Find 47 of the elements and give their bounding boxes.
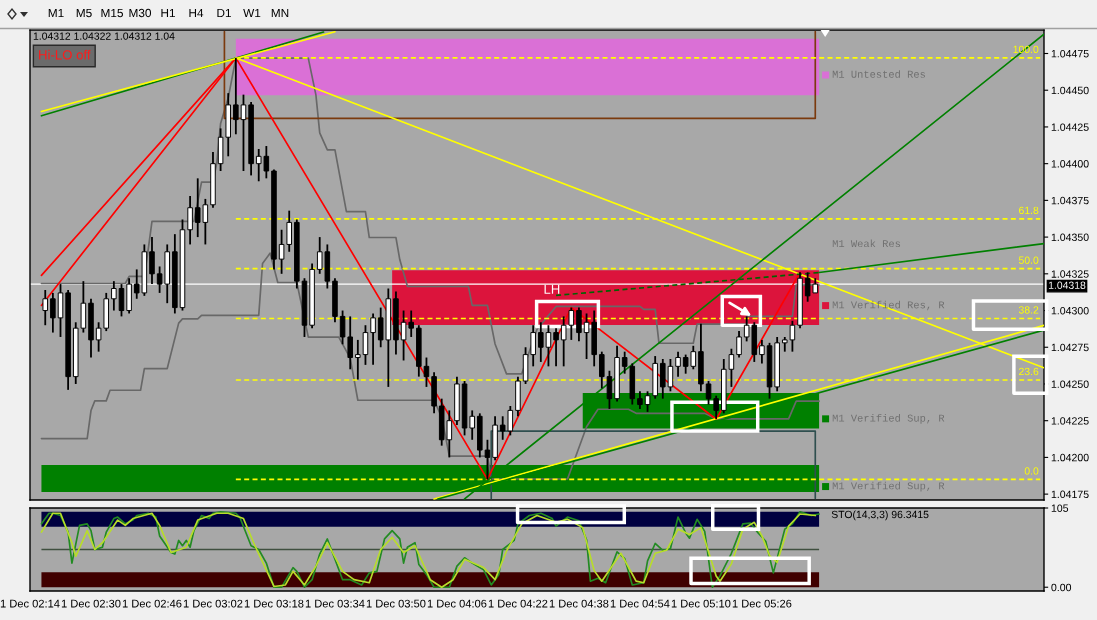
x-tick-label: 1 Dec 04:54: [610, 599, 670, 608]
text: W1: [243, 8, 261, 18]
text: M30: [129, 8, 152, 18]
series-label: 23.6: [1019, 367, 1039, 376]
annotation: Hi-LO off: [39, 49, 91, 60]
annotation: STO(14,3,3) 96.3415: [831, 510, 929, 521]
x-tick-label: 1 Dec 05:10: [671, 599, 731, 608]
y-tick-label: 1.04475: [1051, 49, 1089, 58]
y-tick-label: 1.04450: [1051, 86, 1089, 95]
y-tick-label: 0.00: [1051, 583, 1072, 592]
text: D1: [217, 8, 231, 18]
x-tick-label: 1 Dec 04:38: [549, 599, 609, 608]
ref-line-label: 1.04318: [1048, 281, 1086, 289]
x-tick-label: 1 Dec 03:34: [305, 599, 365, 608]
y-tick-label: 1.04200: [1051, 453, 1089, 462]
x-tick-label: 1 Dec 02:30: [61, 599, 121, 608]
y-tick-label: 1.04300: [1051, 306, 1089, 315]
x-tick-label: 1 Dec 04:22: [488, 599, 548, 608]
y-tick-label: 105: [1051, 504, 1069, 512]
y-tick-label: 1.04425: [1051, 123, 1089, 131]
y-tick-label: 1.04400: [1051, 160, 1089, 168]
series-label: 50.0: [1018, 256, 1039, 264]
x-tick-label: 1 Dec 02:46: [122, 599, 182, 608]
text: MN: [271, 8, 289, 18]
x-tick-label: 1 Dec 05:26: [732, 599, 792, 608]
text: M1: [48, 8, 64, 18]
y-tick-label: 1.04175: [1051, 490, 1089, 499]
x-tick-label: 1 Dec 03:18: [244, 599, 304, 608]
y-tick-label: 1.04350: [1051, 233, 1089, 242]
series-label: 61.8: [1019, 206, 1039, 215]
series-label: 38.2: [1018, 306, 1039, 314]
annotation: 1.04312 1.04322 1.04312 1.04: [33, 32, 175, 40]
annotation: LH: [544, 284, 560, 294]
y-tick-label: 1.04325: [1051, 270, 1089, 278]
y-tick-label: 1.04375: [1051, 196, 1089, 205]
text: M5: [76, 8, 92, 18]
y-tick-label: 1.04225: [1051, 417, 1089, 425]
x-tick-label: 1 Dec 03:02: [183, 599, 243, 608]
y-tick-label: 1.04250: [1051, 380, 1089, 388]
y-tick-label: 1.04275: [1051, 343, 1089, 352]
text: M15: [101, 8, 123, 18]
text: H4: [189, 8, 204, 18]
x-tick-label: 1 Dec 03:50: [366, 599, 426, 608]
x-tick-label: 1 Dec 04:06: [427, 599, 487, 608]
series-label: 0.0: [1024, 467, 1039, 475]
x-tick-label: 1 Dec 02:14: [0, 599, 60, 608]
text: H1: [161, 8, 175, 18]
